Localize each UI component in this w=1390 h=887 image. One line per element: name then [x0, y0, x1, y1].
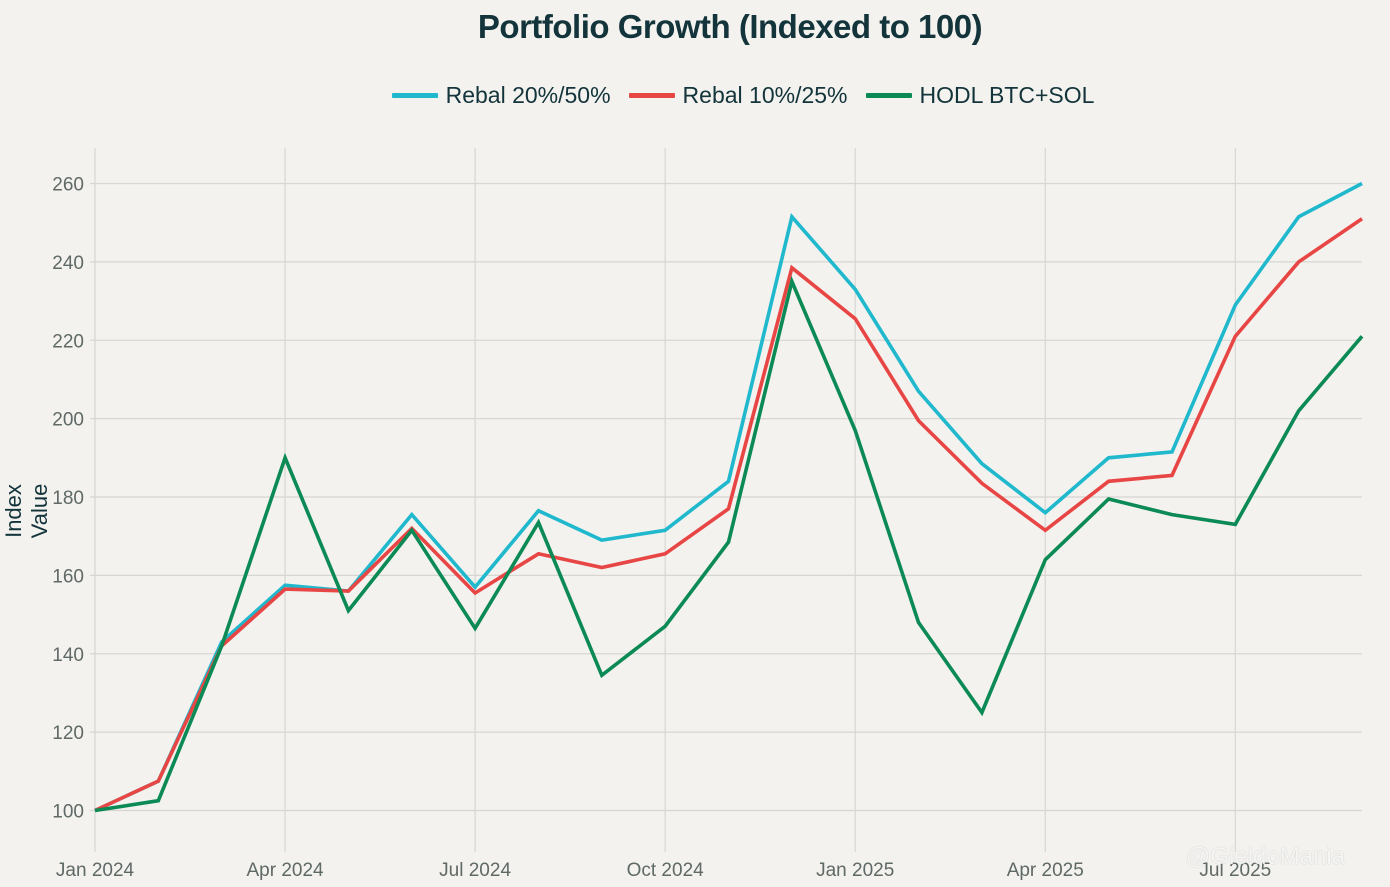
x-tick-label: Apr 2024 [246, 860, 324, 881]
x-tick-labels: Jan 2024 Apr 2024 Jul 2024 Oct 2024 Jan 2025… [56, 860, 1271, 881]
x-gridlines [94, 148, 1236, 852]
x-tick-label: Oct 2024 [627, 860, 705, 881]
legend-label: Rebal 20%/50% [445, 82, 611, 108]
y-tick-label: 160 [52, 566, 84, 587]
y-tick-labels: 100 120 140 160 180 200 220 240 260 [52, 175, 84, 823]
y-tick-label: 180 [52, 488, 84, 509]
watermark: @GieldoMania [1186, 843, 1346, 870]
chart-title: Portfolio Growth (Indexed to 100) [477, 8, 983, 45]
legend-item-hodl[interactable]: HODL BTC+SOL [865, 82, 1095, 109]
legend-swatch [391, 93, 438, 98]
y-tick-label: 240 [52, 253, 84, 274]
x-tick-label: Jan 2025 [816, 860, 894, 881]
x-tick-label: Jul 2025 [1199, 860, 1271, 881]
legend-swatch [628, 93, 675, 98]
x-tick-label: Jan 2024 [56, 860, 135, 881]
legend-label: Rebal 10%/25% [682, 82, 848, 108]
x-tick-label: Jul 2024 [439, 860, 511, 881]
y-tick-label: 140 [52, 645, 84, 666]
y-tick-label: 100 [52, 802, 84, 823]
legend-item-rebal-10-25[interactable]: Rebal 10%/25% [628, 82, 848, 109]
y-gridlines [90, 182, 1362, 812]
y-tick-label: 120 [52, 723, 84, 744]
legend-label: HODL BTC+SOL [919, 82, 1095, 108]
series-lines [94, 181, 1364, 813]
y-tick-label: 200 [52, 410, 84, 431]
y-tick-label: 220 [52, 331, 84, 352]
x-tick-label: Apr 2025 [1007, 860, 1084, 881]
legend: Rebal 20%/50% Rebal 10%/25% HODL BTC+SOL [0, 82, 1390, 109]
y-tick-label: 260 [52, 175, 84, 196]
legend-item-rebal-20-50[interactable]: Rebal 20%/50% [391, 82, 611, 109]
legend-swatch [865, 93, 912, 98]
